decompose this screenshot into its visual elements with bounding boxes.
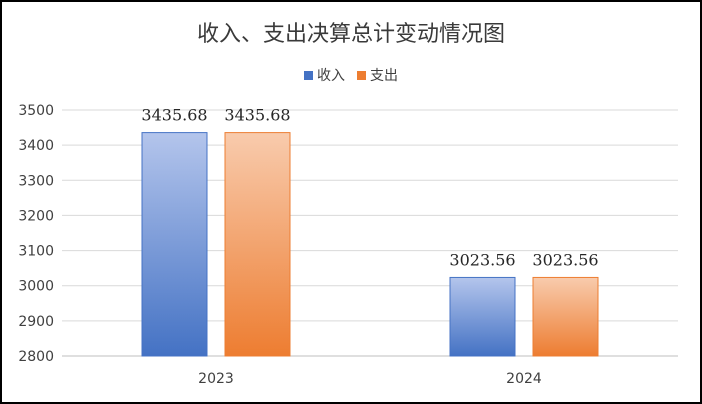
legend-swatch-income (304, 70, 313, 80)
bar-expense-2023 (224, 132, 291, 357)
x-axis-tick-labels: 2023 2024 (198, 371, 542, 387)
data-label-income-2023: 3435.68 (141, 106, 207, 125)
data-label-expense-2024: 3023.56 (532, 250, 598, 269)
y-axis-tick-label: 3500 (18, 103, 54, 119)
y-axis-tick-label: 2800 (18, 349, 54, 365)
x-axis-tick-label: 2023 (198, 371, 234, 387)
bar-income-2024 (449, 276, 516, 357)
x-axis-tick-label: 2024 (506, 371, 542, 387)
y-axis-tick-label: 3100 (18, 244, 54, 260)
y-axis-tick-label: 3000 (18, 279, 54, 295)
legend-entry-expense: 支出 (357, 65, 398, 85)
legend-entry-income: 收入 (304, 65, 345, 85)
chart-title: 收入、支出决算总计变动情况图 (196, 22, 505, 47)
data-labels: 3435.68 3435.68 3023.56 3023.56 (141, 106, 598, 270)
y-axis-tick-labels: 2800 2900 3000 3100 3200 3300 3400 3500 (18, 103, 54, 365)
bars (141, 132, 599, 357)
y-axis-tick-label: 2900 (18, 314, 54, 330)
y-axis-tick-label: 3200 (18, 208, 54, 224)
bar-expense-2024 (532, 276, 599, 357)
legend-swatch-expense (357, 70, 366, 80)
y-axis-tick-label: 3300 (18, 173, 54, 189)
y-axis-tick-label: 3400 (18, 138, 54, 154)
bar-income-2023 (141, 132, 208, 357)
legend: 收入 支出 (2, 65, 700, 85)
legend-label-expense: 支出 (370, 68, 398, 84)
data-label-expense-2023: 3435.68 (224, 106, 290, 125)
legend-label-income: 收入 (317, 68, 345, 84)
data-label-income-2024: 3023.56 (449, 250, 515, 269)
